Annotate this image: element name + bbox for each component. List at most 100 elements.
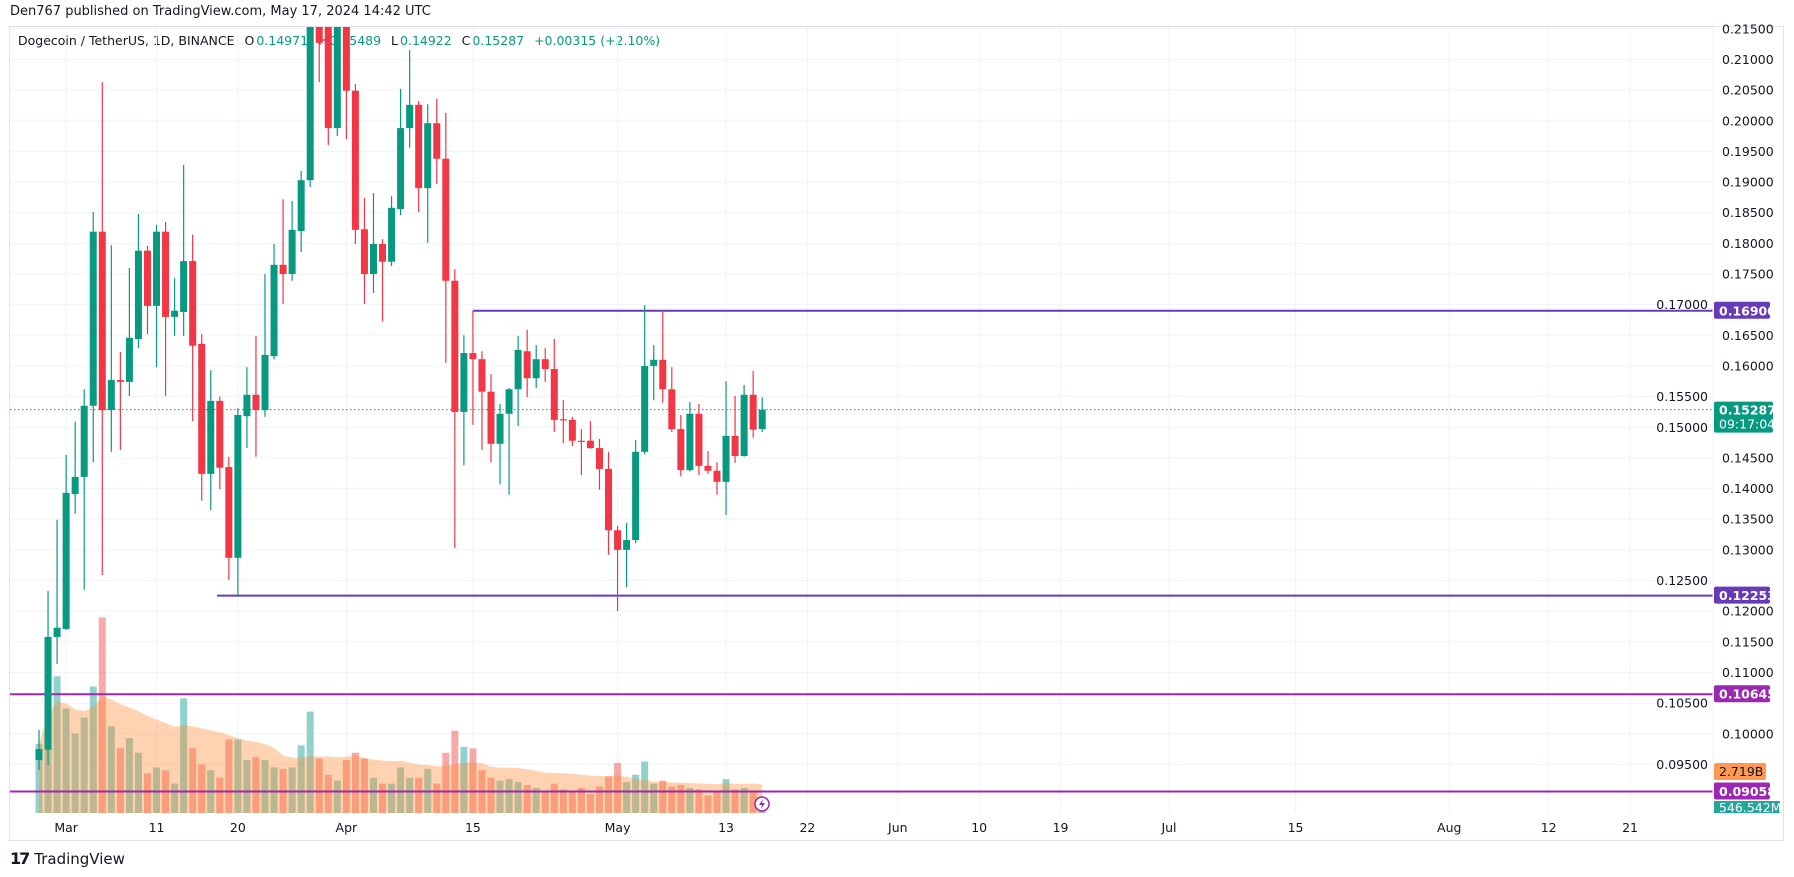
symbol-name[interactable]: Dogecoin / TetherUS, 1D, BINANCE [18, 33, 235, 48]
candle [487, 373, 495, 463]
candle-body [62, 492, 70, 629]
candle-body [252, 394, 260, 411]
candle [415, 101, 423, 213]
candle [469, 310, 477, 425]
candle [189, 234, 197, 422]
volume-bar [333, 780, 341, 813]
candle [207, 370, 215, 511]
candle [333, 27, 341, 137]
time-tick-label: 12 [1541, 820, 1557, 835]
volume-bar [297, 745, 305, 813]
volume-bar [577, 788, 585, 813]
candle-body [243, 394, 251, 417]
candle [397, 88, 405, 216]
price-tick-label: 0.17500 [1722, 267, 1774, 282]
volume-bar [397, 767, 405, 813]
volume-bar [731, 789, 739, 813]
candle [641, 305, 649, 455]
candle [614, 525, 622, 612]
candle [659, 312, 667, 403]
lightning-icon[interactable] [754, 796, 770, 812]
axis-labels: 0.16900 0.12253 0.10645 0.09058 0.1528709:17… [1714, 301, 1781, 815]
volume-bar [595, 786, 603, 813]
time-tick-label: Jun [887, 820, 908, 835]
candle [379, 239, 387, 322]
volume-last-label: 546.542M [1719, 800, 1781, 815]
lightning-icon-bolt [759, 799, 765, 809]
volume-bar [460, 746, 468, 813]
candle-body [306, 27, 314, 181]
candle-body [758, 409, 766, 430]
candle [749, 370, 757, 438]
candle-body [532, 359, 540, 379]
price-tick-label: 0.20500 [1722, 83, 1774, 98]
grid [10, 27, 1713, 813]
candle-body [35, 749, 43, 761]
volume-bar [153, 767, 161, 813]
candle-body [98, 231, 106, 411]
price-axis[interactable]: 0.21500 0.21000 0.20500 0.20000 0.19500 0.190… [1656, 21, 1774, 813]
candle-body [731, 435, 739, 457]
candle [324, 27, 332, 146]
footer-brand[interactable]: 17 TradingView [10, 849, 125, 868]
price-tick-label: 0.14500 [1722, 450, 1774, 465]
volume-bar [740, 788, 748, 813]
open-label: O [244, 33, 255, 48]
open-value: 0.14971 [256, 33, 309, 48]
candle [559, 400, 567, 444]
candle-body [397, 128, 405, 210]
volume-bar [749, 790, 757, 813]
candle [171, 278, 179, 336]
price-tick-label: 0.13500 [1722, 512, 1774, 527]
volume-bar [677, 785, 685, 813]
time-tick-label: May [605, 820, 631, 835]
time-tick-label: Jul [1160, 820, 1176, 835]
candle-body [559, 419, 567, 421]
volume-bar [342, 760, 350, 813]
horizontal-levels[interactable] [10, 309, 1713, 793]
candle [369, 193, 377, 294]
candle-body [379, 243, 387, 262]
candle [586, 421, 594, 449]
candle-body [406, 104, 414, 129]
candle-body [577, 440, 585, 442]
volume-bar [496, 780, 504, 813]
candle [740, 384, 748, 457]
volume-bar [107, 726, 115, 813]
volume-bar [71, 733, 79, 813]
candle-body [586, 440, 594, 449]
volume-bar [695, 789, 703, 813]
candle-body [433, 123, 441, 159]
time-tick-label: Aug [1437, 820, 1461, 835]
volume-bar [559, 789, 567, 813]
candle-body [568, 419, 576, 441]
candle-body [505, 389, 513, 414]
price-tick-label: 0.16000 [1722, 358, 1774, 373]
time-axis[interactable]: Mar 11 20 Apr 15 May 13 22 Jun 10 19 Jul 15 Aug 12 21 [54, 820, 1638, 835]
volume-bar [252, 757, 260, 813]
candle [288, 201, 296, 281]
volume-bar [641, 761, 649, 813]
candle-body [324, 27, 332, 129]
candle [143, 245, 151, 335]
candle [125, 267, 133, 396]
candle [595, 438, 603, 490]
price-tick-label: 0.12000 [1722, 604, 1774, 619]
candle-body [424, 123, 432, 189]
volume-bar [369, 777, 377, 813]
candle [388, 196, 396, 267]
time-tick-label: 22 [799, 820, 815, 835]
candle-body [207, 400, 215, 474]
candle [53, 519, 61, 664]
level-price-badge [1714, 586, 1770, 604]
candle [577, 429, 585, 476]
volume-bar [632, 774, 640, 813]
volume-bar [379, 783, 387, 813]
candle [351, 83, 359, 244]
candle [406, 50, 414, 148]
volume-bar [713, 790, 721, 813]
candle-body [261, 354, 269, 411]
candle [252, 335, 260, 457]
level-price-label: 0.12253 [1719, 588, 1776, 603]
